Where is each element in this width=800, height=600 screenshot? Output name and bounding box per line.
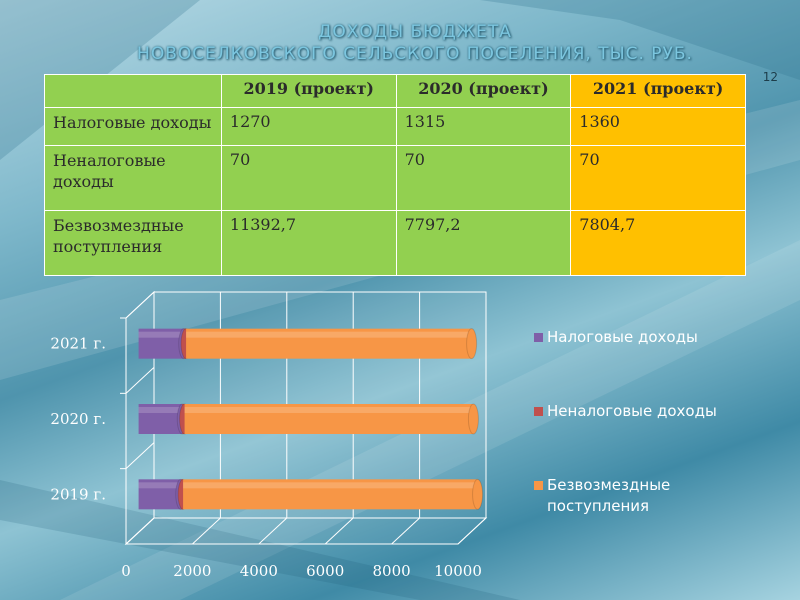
table-cell: 70 [220,145,397,212]
side-gridline [125,291,155,319]
y-category-label: 2020 г. [50,410,106,428]
floor-gridline [258,517,288,545]
side-gridline [125,442,155,470]
table-cell: 1360 [570,106,746,147]
floor-gridline [324,517,354,545]
bar-segment [183,478,484,510]
page-title-line2: НОВОСЕЛКОВСКОГО СЕЛЬСКОГО ПОСЕЛЕНИЯ, ТЫС… [137,44,693,64]
legend-swatch [534,481,543,490]
floor-gridline [457,517,487,545]
legend-swatch [534,333,543,342]
legend-label: Неналоговые доходы [547,402,717,420]
legend-label: Налоговые доходы [547,328,698,346]
table-row: Налоговые доходы 1270 1315 1360 [44,106,746,147]
x-tick-label: 4000 [240,562,278,580]
page-number: 12 [762,70,778,84]
table-header-cell: 2020 (проект) [395,74,572,108]
budget-table: 2019 (проект) 2020 (проект) 2021 (проект… [44,74,746,276]
x-tick-label: 2000 [173,562,211,580]
table-cell: 1270 [220,106,397,147]
table-cell: 11392,7 [220,210,397,276]
bar-segment [138,328,190,360]
floor-gridline [391,517,420,545]
floor-gridline [125,517,155,545]
table-row: Неналоговые доходы 70 70 70 [44,145,746,212]
row-label: Неналоговые доходы [44,145,222,212]
page-title-line1: ДОХОДЫ БЮДЖЕТА [318,22,512,42]
x-tick-label: 8000 [373,562,411,580]
bar-segment [186,328,478,360]
floor-gridline [192,517,221,545]
bar-segment [184,403,479,435]
x-tick-label: 6000 [306,562,344,580]
side-gridline [125,366,155,394]
table-cell: 70 [570,145,746,212]
x-tick-label: 10000 [434,562,482,580]
row-label: Безвозмездные поступления [44,210,222,276]
y-category-label: 2021 г. [50,335,106,353]
legend-label: Безвозмездные поступления [547,476,670,515]
row-label: Налоговые доходы [44,106,222,147]
chart-floor [124,517,488,545]
table-cell: 1315 [395,106,572,147]
table-cell: 7804,7 [570,210,746,276]
table-row: Безвозмездные поступления 11392,7 7797,2… [44,210,746,276]
x-tick-label: 0 [121,562,131,580]
table-header-cell: 2019 (проект) [220,74,397,108]
legend-swatch [534,407,543,416]
y-category-label: 2019 г. [50,485,106,503]
